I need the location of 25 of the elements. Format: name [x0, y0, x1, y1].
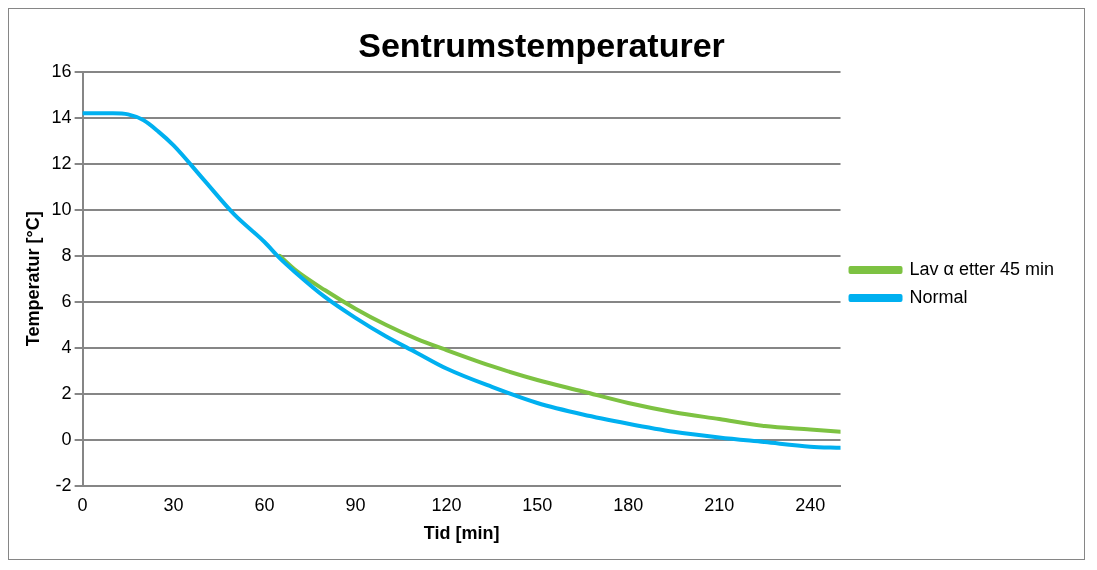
line-series	[277, 253, 841, 434]
y-tick-label: 10	[51, 198, 72, 219]
x-tick-label: 90	[345, 494, 366, 515]
chart-title: Sentrumstemperaturer	[358, 25, 725, 64]
x-tick-label: 180	[613, 494, 644, 515]
legend-label: Lav α etter 45 min	[909, 258, 1055, 279]
y-tick-label: 8	[61, 244, 72, 265]
y-tick-label: 4	[61, 336, 72, 357]
x-tick-label: 120	[431, 494, 462, 515]
y-tick-label: -2	[55, 474, 72, 495]
y-axis-title: Temperatur [°C]	[22, 211, 43, 347]
x-tick-label: 60	[254, 494, 275, 515]
legend-label: Normal	[909, 286, 968, 307]
y-tick-label: 6	[61, 290, 72, 311]
x-tick-label: 0	[77, 494, 88, 515]
x-tick-label: 150	[522, 494, 553, 515]
y-tick-label: 2	[61, 382, 72, 403]
y-tick-label: 0	[61, 428, 72, 449]
y-tick-label: 12	[51, 152, 72, 173]
x-tick-label: 240	[795, 494, 826, 515]
y-tick-label: 14	[51, 106, 72, 127]
x-tick-label: 210	[704, 494, 735, 515]
y-tick-label: 16	[51, 60, 72, 81]
x-axis-title: Tid [min]	[423, 523, 500, 544]
x-tick-label: 30	[163, 494, 184, 515]
